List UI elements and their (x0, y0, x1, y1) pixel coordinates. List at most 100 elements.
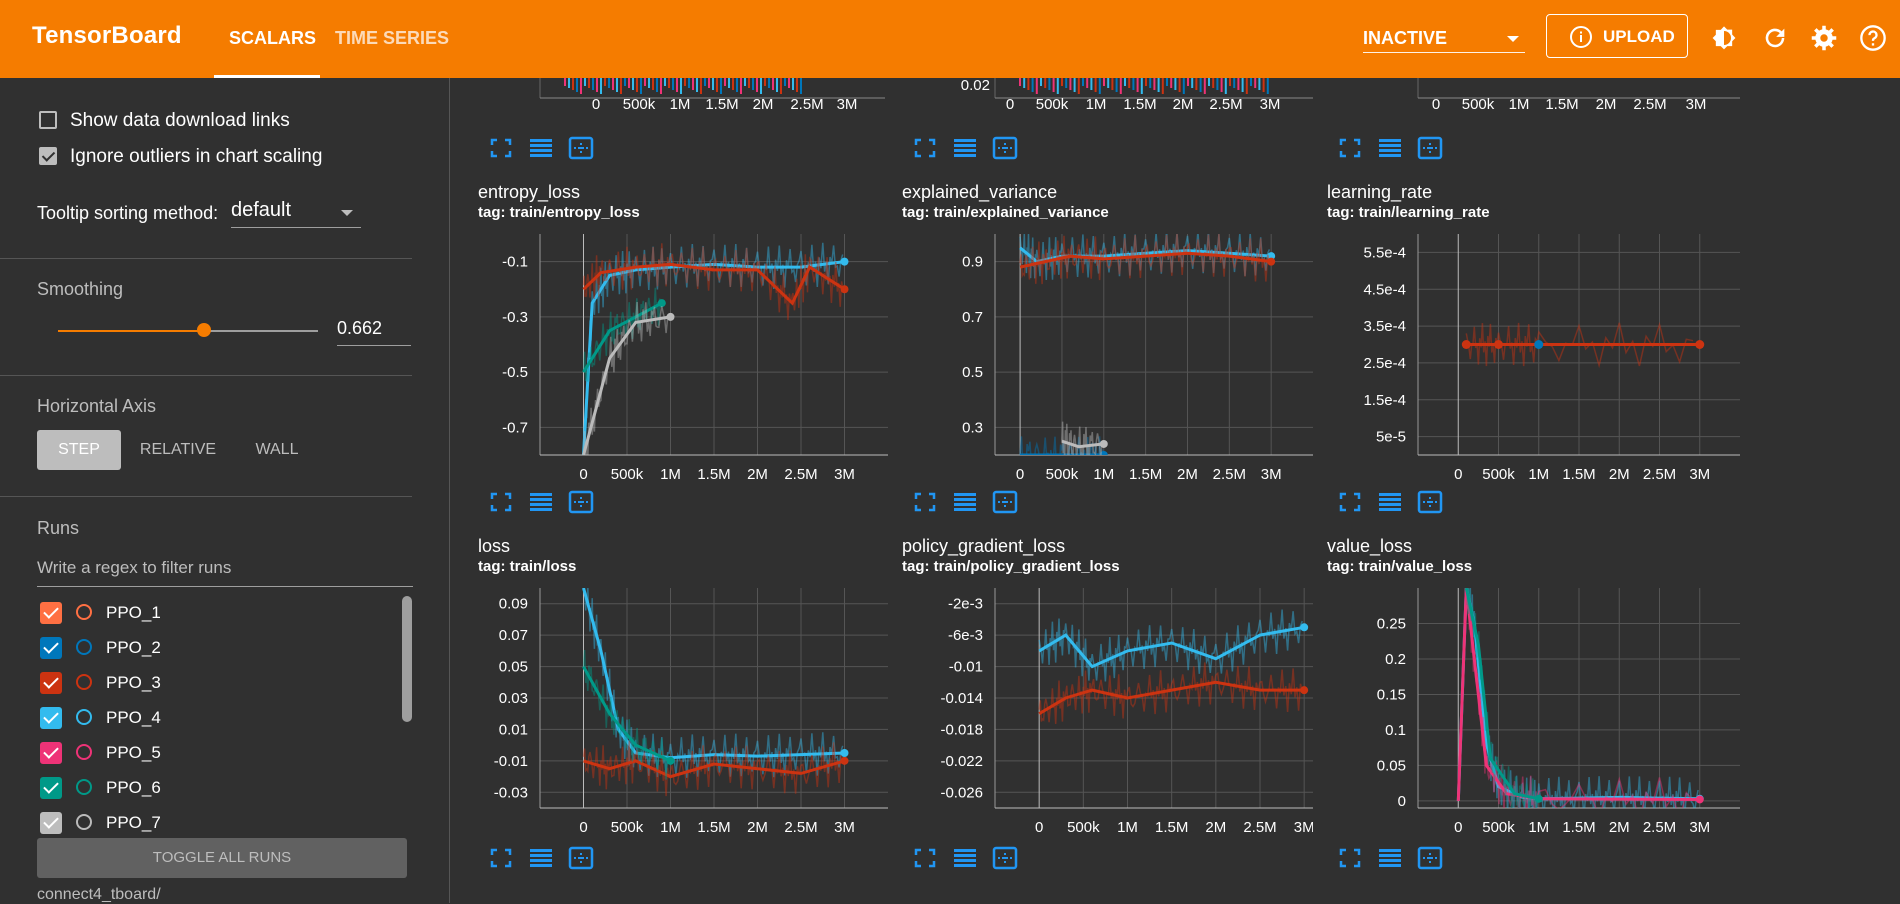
y-tick-label: -0.3 (502, 309, 528, 326)
run-checkbox[interactable] (40, 742, 62, 764)
fullscreen-icon[interactable] (488, 846, 514, 870)
run-color-circle[interactable] (76, 709, 92, 725)
y-tick-label: 0.01 (499, 721, 528, 738)
fit-domain-icon[interactable] (1417, 846, 1443, 870)
run-name: PPO_2 (106, 638, 161, 657)
runs-filter-input[interactable]: Write a regex to filter runs (37, 558, 413, 587)
runs-scrollbar[interactable] (402, 596, 412, 722)
run-checkbox[interactable] (40, 707, 62, 729)
data-table-icon[interactable] (528, 846, 554, 870)
refresh-icon[interactable] (1761, 24, 1789, 52)
raw-series-line (1019, 436, 1104, 455)
x-tick-label: 1M (1528, 466, 1549, 483)
data-table-icon[interactable] (528, 490, 554, 514)
axis-step-button[interactable]: STEP (37, 430, 121, 470)
x-tick-label: 2.5M (1209, 96, 1242, 112)
chart-title: explained_variance (902, 182, 1058, 202)
data-table-icon[interactable] (528, 136, 554, 160)
data-point (1534, 340, 1544, 349)
smoothing-value-input[interactable]: 0.662 (337, 318, 411, 346)
partial-chart[interactable]: 0 500k 1M 1.5M 2M 2.5M 3M (1383, 78, 1763, 112)
fullscreen-icon[interactable] (488, 490, 514, 514)
fit-domain-icon[interactable] (992, 136, 1018, 160)
raw-series-line (582, 287, 662, 382)
y-tick-label: -0.026 (940, 784, 983, 801)
run-name: PPO_3 (106, 673, 161, 692)
data-table-icon[interactable] (1377, 490, 1403, 514)
brightness-icon[interactable] (1710, 24, 1738, 52)
fullscreen-icon[interactable] (1337, 846, 1363, 870)
help-icon[interactable] (1859, 24, 1887, 52)
y-tick-label: 0.3 (962, 419, 983, 436)
y-tick-label: -0.014 (940, 690, 983, 707)
fit-domain-icon[interactable] (1417, 136, 1443, 160)
toggle-all-runs-button[interactable]: TOGGLE ALL RUNS (37, 838, 407, 878)
chart-tag: tag: train/loss (478, 558, 577, 575)
data-table-icon[interactable] (952, 136, 978, 160)
chart-entropy_loss[interactable]: -0.1 -0.3 -0.5 -0.7 0 500k 1M 1.5M 2M 2.5M 3M (470, 234, 888, 495)
fit-domain-icon[interactable] (992, 846, 1018, 870)
fit-domain-icon[interactable] (568, 136, 594, 160)
data-table-icon[interactable] (1377, 846, 1403, 870)
x-tick-label: 500k (1462, 96, 1495, 112)
run-color-circle[interactable] (76, 674, 92, 690)
dashboard-selector[interactable]: INACTIVE (1363, 26, 1525, 53)
run-color-circle[interactable] (76, 639, 92, 655)
y-tick-label: -0.01 (949, 659, 983, 676)
fullscreen-icon[interactable] (912, 136, 938, 160)
tooltip-sorting-select[interactable]: default (231, 199, 292, 221)
run-checkbox[interactable] (40, 777, 62, 799)
chart-explained_variance[interactable]: 0.9 0.7 0.5 0.3 0 500k 1M 1.5M 2M 2.5M 3M (925, 234, 1313, 495)
data-point (1494, 340, 1503, 349)
fullscreen-icon[interactable] (912, 846, 938, 870)
fullscreen-icon[interactable] (488, 136, 514, 160)
fit-domain-icon[interactable] (992, 490, 1018, 514)
run-color-circle[interactable] (76, 814, 92, 830)
run-color-circle[interactable] (76, 604, 92, 620)
upload-button[interactable]: UPLOAD (1546, 14, 1688, 58)
run-checkbox[interactable] (40, 672, 62, 694)
chart-learning_rate[interactable]: 5.5e-4 4.5e-4 3.5e-4 2.5e-4 1.5e-4 5e-5 0 500k 1… (1348, 234, 1740, 495)
chart-loss[interactable]: 0.09 0.07 0.05 0.03 0.01 -0.01 -0.03 0 500k 1M 1.5… (470, 588, 888, 848)
ignore-outliers-checkbox[interactable] (39, 147, 57, 165)
partial-chart[interactable]: 0 500k 1M 1.5M 2M 2.5M 3M (505, 78, 885, 112)
smoothing-slider-thumb[interactable] (196, 323, 211, 337)
fit-domain-icon[interactable] (1417, 490, 1443, 514)
chart-value_loss[interactable]: 0.25 0.2 0.15 0.1 0.05 0 0 500k 1M 1.5M 2M 2.5M 3M (1348, 588, 1740, 848)
axis-relative-button[interactable]: RELATIVE (139, 441, 217, 458)
partial-chart[interactable]: 0 500k 1M 1.5M 2M 2.5M 3M 0.02 (960, 78, 1340, 112)
series-line (1038, 625, 1305, 669)
fit-domain-icon[interactable] (568, 846, 594, 870)
y-tick-label: 0.05 (499, 659, 528, 676)
x-tick-label: 2.5M (790, 96, 823, 112)
fullscreen-icon[interactable] (1337, 136, 1363, 160)
tab-scalars[interactable]: SCALARS (229, 28, 317, 48)
run-color-circle[interactable] (76, 744, 92, 760)
series-group (1456, 588, 1704, 808)
run-checkbox[interactable] (40, 602, 62, 624)
run-checkbox[interactable] (40, 637, 62, 659)
fullscreen-icon[interactable] (1337, 490, 1363, 514)
chart-policy_gradient_loss[interactable]: -2e-3 -6e-3 -0.01 -0.014 -0.018 -0.022 -0.026 0… (925, 588, 1313, 848)
data-table-icon[interactable] (952, 490, 978, 514)
data-table-icon[interactable] (952, 846, 978, 870)
data-point (1695, 340, 1705, 349)
axis-wall-button[interactable]: WALL (255, 441, 299, 458)
y-tick-label: 1.5e-4 (1363, 392, 1406, 409)
run-checkbox[interactable] (40, 812, 62, 834)
run-color-circle[interactable] (76, 779, 92, 795)
settings-icon[interactable] (1810, 24, 1838, 52)
series-end-point (1099, 439, 1108, 448)
fullscreen-icon[interactable] (912, 490, 938, 514)
data-table-icon[interactable] (1377, 136, 1403, 160)
x-tick-label: 2M (747, 466, 768, 483)
dashboard-selector-value: INACTIVE (1363, 28, 1448, 48)
y-tick-label: -0.022 (940, 753, 983, 770)
show-download-links-checkbox[interactable] (39, 111, 57, 129)
tab-time-series[interactable]: TIME SERIES (335, 28, 450, 48)
series-line (582, 260, 845, 455)
x-tick-label: 1M (1117, 819, 1138, 836)
x-tick-label: 1.5M (697, 466, 730, 483)
fit-domain-icon[interactable] (568, 490, 594, 514)
x-tick-label: 2M (1177, 466, 1198, 483)
